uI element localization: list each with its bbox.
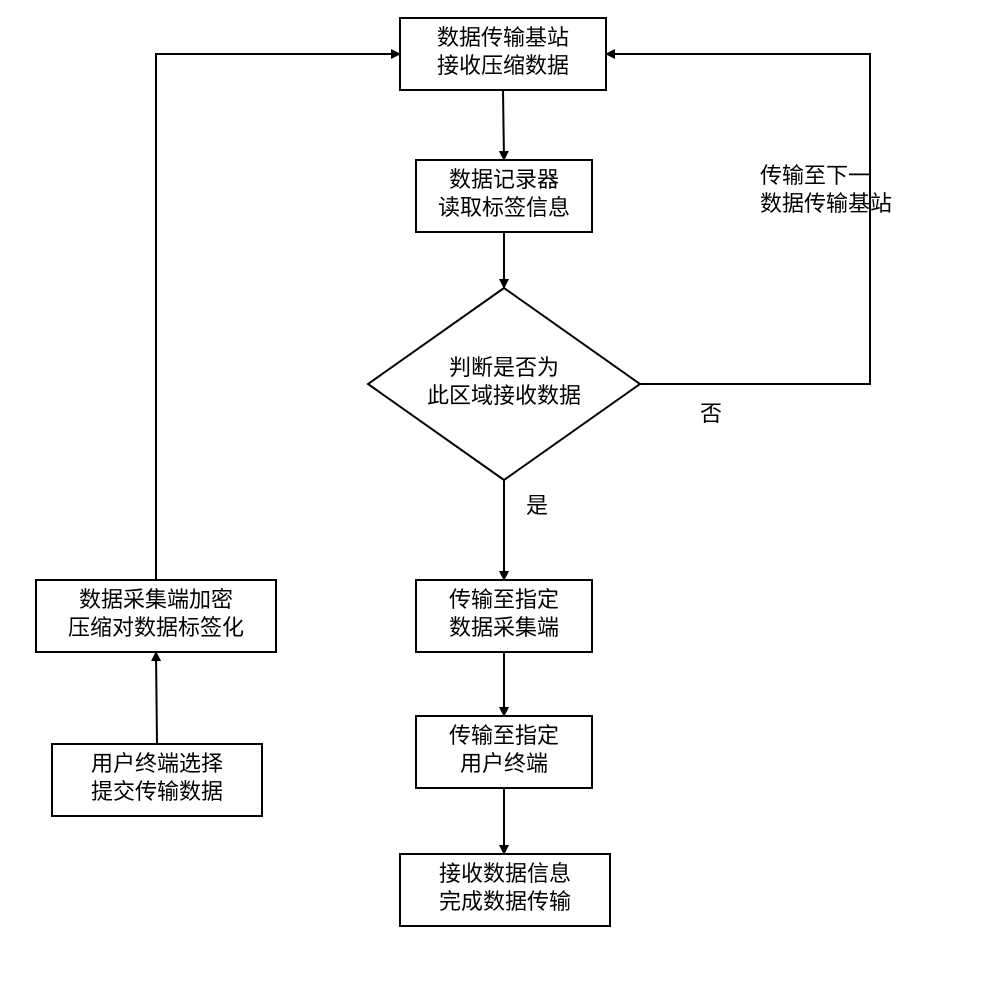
edge-label-e3: 是: [526, 493, 548, 518]
edge-e7: [156, 54, 400, 580]
edge-e6: [156, 652, 157, 744]
flowchart: 是否传输至下一数据传输基站数据传输基站接收压缩数据数据记录器读取标签信息判断是否…: [0, 0, 1000, 985]
edge-side-label-e8: 传输至下一数据传输基站: [760, 163, 892, 216]
edge-label-e8: 否: [700, 401, 722, 426]
edge-e8: [606, 54, 870, 384]
edge-e1: [503, 90, 504, 160]
